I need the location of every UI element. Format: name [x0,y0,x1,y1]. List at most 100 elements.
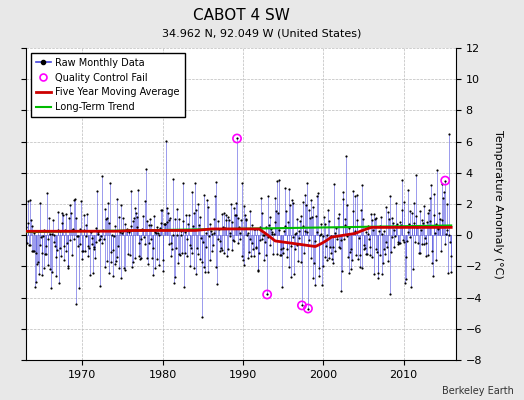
Point [82,222,90,229]
Point [387,249,395,256]
Point [397,222,405,228]
Point [339,189,347,195]
Point [318,282,326,288]
Point [206,221,214,228]
Point [76,226,84,233]
Point [409,266,417,272]
Point [442,231,450,238]
Point [72,215,81,221]
Point [348,257,356,263]
Point [215,226,223,232]
Point [172,245,180,252]
Point [301,228,310,234]
Legend: Raw Monthly Data, Quality Control Fail, Five Year Moving Average, Long-Term Tren: Raw Monthly Data, Quality Control Fail, … [31,53,185,117]
Point [92,239,100,245]
Point [209,242,217,249]
Point [164,210,172,216]
Point [410,200,418,206]
Point [63,240,71,246]
Point [49,232,58,238]
Point [395,240,403,246]
Point [45,215,53,222]
Point [258,210,266,217]
Title: CABOT 4 SW: CABOT 4 SW [193,8,289,23]
Point [436,222,445,229]
Point [295,228,303,234]
Point [124,251,132,258]
Point [222,217,231,223]
Point [165,217,173,224]
Point [420,202,428,209]
Point [379,260,387,266]
Point [353,192,361,198]
Point [288,197,296,204]
Point [317,231,325,238]
Point [264,234,272,241]
Point [86,228,95,234]
Point [315,273,323,280]
Point [26,197,35,203]
Point [277,246,286,253]
Point [157,220,165,226]
Point [328,256,336,262]
Point [68,226,76,233]
Point [228,218,236,225]
Point [363,223,372,229]
Point [375,223,384,229]
Point [46,266,54,273]
Point [75,241,84,247]
Point [146,216,154,222]
Point [443,201,451,207]
Point [235,235,244,242]
Point [119,265,128,272]
Point [69,226,77,233]
Point [312,193,321,200]
Point [116,229,124,235]
Point [356,264,364,271]
Point [212,179,221,186]
Point [286,202,294,208]
Point [393,220,401,227]
Point [183,253,191,259]
Point [154,230,162,236]
Point [275,177,283,183]
Point [320,214,328,220]
Point [70,236,79,242]
Point [29,248,37,254]
Point [72,301,80,307]
Point [103,257,112,264]
Point [386,193,394,200]
Point [232,212,240,218]
Point [355,252,364,258]
Point [167,253,175,259]
Point [224,214,233,220]
Point [96,236,105,242]
Point [420,241,429,248]
Point [376,252,385,258]
Point [309,204,317,211]
Point [94,228,103,235]
Point [297,259,305,265]
Point [215,248,224,254]
Point [386,291,395,297]
Point [331,248,340,254]
Point [139,213,148,220]
Point [305,206,313,213]
Point [254,267,263,273]
Point [183,236,192,242]
Point [306,214,314,221]
Point [27,248,36,254]
Point [198,314,206,320]
Point [401,280,409,286]
Point [401,254,410,260]
Point [242,216,250,223]
Point [217,245,225,251]
Point [431,230,439,236]
Point [170,280,178,286]
Point [187,245,195,251]
Point [425,194,434,201]
Point [439,194,447,201]
Text: Berkeley Earth: Berkeley Earth [442,386,514,396]
Point [124,228,133,235]
Point [259,257,268,263]
